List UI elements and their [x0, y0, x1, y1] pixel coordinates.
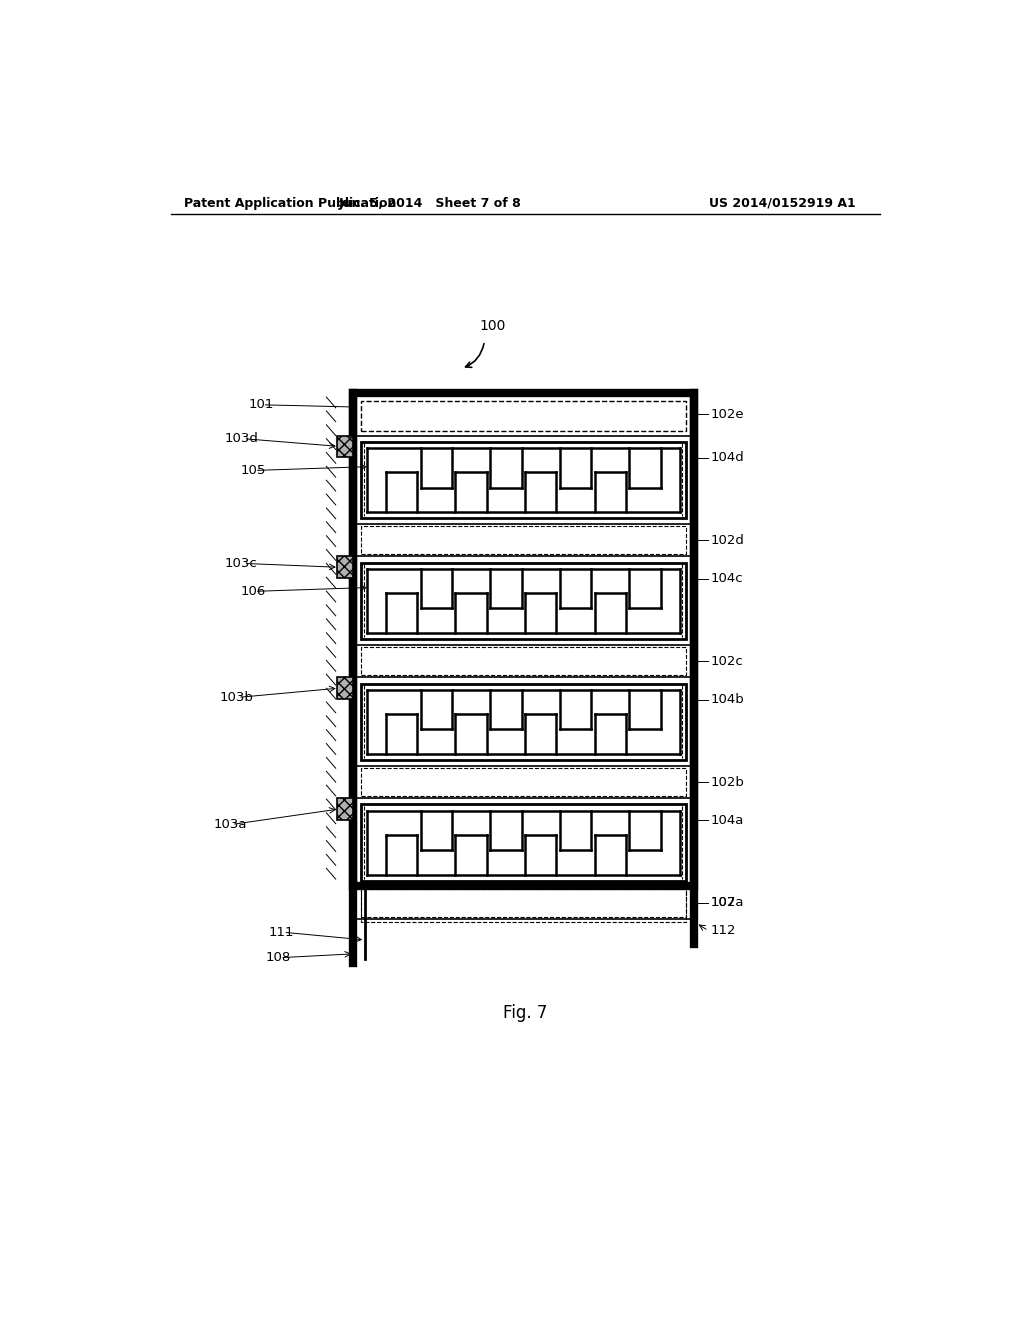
Bar — [352, 393, 693, 886]
Bar — [360, 684, 686, 760]
Text: US 2014/0152919 A1: US 2014/0152919 A1 — [710, 197, 856, 210]
Text: 104a: 104a — [711, 814, 744, 826]
Bar — [337, 557, 352, 578]
Text: 102c: 102c — [711, 655, 743, 668]
Text: 106: 106 — [241, 585, 265, 598]
Bar — [337, 436, 352, 457]
Text: 101: 101 — [248, 399, 273, 412]
Bar — [360, 527, 686, 554]
Text: 102e: 102e — [711, 408, 744, 421]
Text: 100: 100 — [479, 319, 506, 333]
Text: 103d: 103d — [225, 432, 259, 445]
Text: 104d: 104d — [711, 451, 744, 465]
Text: 104b: 104b — [711, 693, 744, 706]
Text: 103b: 103b — [219, 690, 253, 704]
Text: 105: 105 — [241, 463, 266, 477]
Text: 103a: 103a — [213, 818, 247, 832]
Bar — [360, 442, 686, 517]
Text: 102d: 102d — [711, 533, 744, 546]
Bar — [360, 890, 686, 917]
Bar — [337, 677, 352, 700]
Text: 111: 111 — [269, 925, 295, 939]
Bar — [360, 882, 686, 923]
Text: Jun. 5, 2014   Sheet 7 of 8: Jun. 5, 2014 Sheet 7 of 8 — [339, 197, 521, 210]
Bar — [337, 799, 352, 820]
Text: 102b: 102b — [711, 776, 744, 788]
Text: 108: 108 — [266, 952, 291, 964]
Text: Fig. 7: Fig. 7 — [503, 1005, 547, 1022]
Text: 107: 107 — [711, 896, 736, 909]
Bar — [360, 401, 686, 430]
Bar — [360, 562, 686, 639]
Bar — [360, 804, 686, 880]
Bar — [360, 647, 686, 675]
Text: 112: 112 — [711, 924, 736, 937]
Bar — [360, 768, 686, 796]
Text: 102a: 102a — [711, 896, 744, 909]
Text: 104c: 104c — [711, 572, 743, 585]
Text: Patent Application Publication: Patent Application Publication — [183, 197, 396, 210]
Text: 103c: 103c — [225, 557, 258, 570]
